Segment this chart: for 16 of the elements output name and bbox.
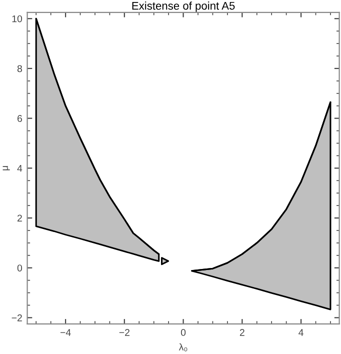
y-tick-label: 8: [17, 65, 22, 72]
y-tick-label: 4: [17, 164, 22, 172]
y-tick-label: 2: [18, 214, 22, 222]
line-series: [191, 101, 332, 272]
x-tick-label: −4: [60, 329, 71, 336]
x-tick-label: 4: [298, 329, 304, 336]
y-tick-label: 0: [17, 264, 22, 272]
x-tick-label: 2: [240, 329, 244, 336]
y-tick-label: −2: [12, 314, 22, 322]
y-tick-label: 10: [12, 15, 22, 22]
chart-title: Existense of point A5: [132, 2, 235, 12]
y-axis-title: μ: [2, 166, 10, 170]
x-tick-label: −2: [119, 329, 130, 336]
y-tick-label: 6: [18, 115, 22, 122]
x-tick-label: 0: [180, 329, 186, 336]
x-axis-title: λ₀: [178, 343, 188, 352]
